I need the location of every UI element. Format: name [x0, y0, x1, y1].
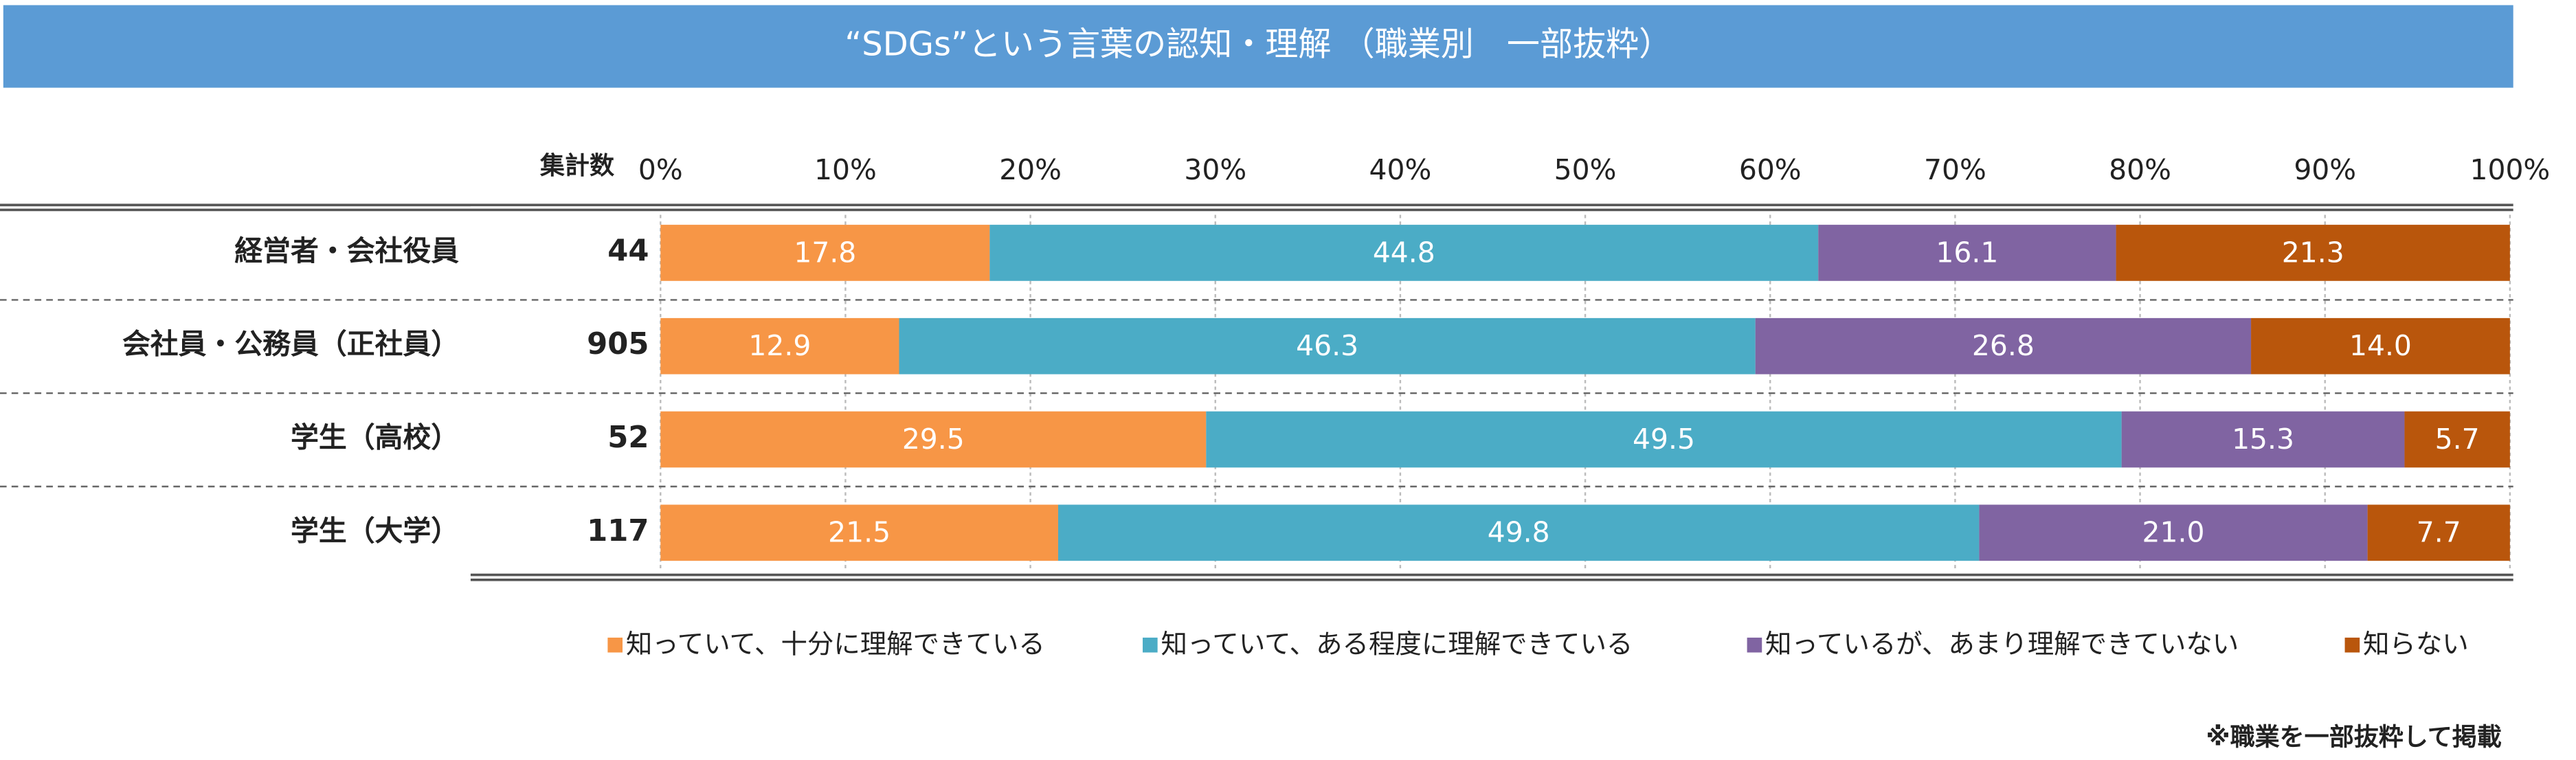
- count-header: 集計数: [539, 152, 615, 180]
- bar-segment: [660, 504, 1058, 561]
- category-label: 学生（大学）: [291, 514, 459, 547]
- bar-segment: [1057, 504, 1980, 561]
- value-label: 17.8: [794, 236, 856, 269]
- legend-label: 知っていて、ある程度に理解できている: [1161, 629, 1633, 660]
- value-label: 46.3: [1296, 329, 1358, 362]
- bar-segment: [899, 317, 1756, 375]
- value-label: 21.3: [2282, 236, 2344, 269]
- count-label: 905: [587, 327, 649, 361]
- x-tick-label: 20%: [999, 153, 1062, 186]
- x-tick-label: 90%: [2294, 153, 2356, 186]
- chart-title: “SDGs”という言葉の認知・理解 （職業別 一部抜粋）: [844, 25, 1672, 64]
- x-tick-label: 10%: [814, 153, 877, 186]
- x-tick-label: 70%: [1924, 153, 1986, 186]
- bar-segment: [660, 317, 899, 375]
- bar-segment: [660, 411, 1207, 468]
- value-label: 49.5: [1633, 423, 1695, 456]
- x-tick-label: 40%: [1369, 153, 1432, 186]
- bar-segment: [660, 225, 990, 281]
- count-label: 44: [607, 234, 649, 268]
- legend-label: 知っていて、十分に理解できている: [626, 629, 1045, 660]
- legend-label: 知らない: [2363, 629, 2469, 660]
- bar-segment: [2367, 504, 2510, 561]
- count-label: 117: [587, 514, 649, 548]
- count-label: 52: [607, 421, 649, 455]
- value-label: 29.5: [902, 423, 965, 456]
- bar-segment: [989, 225, 1819, 281]
- x-tick-label: 60%: [1739, 153, 1802, 186]
- bar-segment: [1979, 504, 2368, 561]
- value-label: 14.0: [2349, 329, 2412, 362]
- category-label: 学生（高校）: [291, 421, 459, 454]
- bar-segment: [1755, 317, 2252, 375]
- bar-segment: [1206, 411, 2122, 468]
- note: ※職業を一部抜粋して掲載: [2206, 723, 2502, 751]
- bar-segment: [2404, 411, 2510, 468]
- legend-swatch: [2344, 637, 2360, 653]
- value-label: 21.0: [2142, 516, 2205, 549]
- legend-swatch: [607, 637, 623, 653]
- value-label: 49.8: [1488, 516, 1550, 549]
- value-label: 7.7: [2417, 516, 2461, 549]
- value-label: 44.8: [1373, 236, 1435, 269]
- legend-swatch: [1143, 637, 1158, 653]
- bar-segment: [1818, 225, 2116, 281]
- value-label: 16.1: [1936, 236, 1998, 269]
- value-label: 12.9: [748, 329, 811, 362]
- bar-segment: [2116, 225, 2510, 281]
- bar-segment: [2121, 411, 2405, 468]
- x-tick-label: 0%: [638, 153, 683, 186]
- x-tick-label: 50%: [1554, 153, 1617, 186]
- value-label: 21.5: [828, 516, 891, 549]
- value-label: 15.3: [2232, 423, 2294, 456]
- category-label: 会社員・公務員（正社員）: [122, 328, 459, 361]
- legend-label: 知っているが、あまり理解できていない: [1765, 629, 2239, 660]
- category-label: 経営者・会社役員: [234, 234, 459, 267]
- x-tick-label: 100%: [2469, 153, 2550, 186]
- x-tick-label: 80%: [2109, 153, 2171, 186]
- legend-swatch: [1747, 637, 1762, 653]
- value-label: 5.7: [2435, 423, 2480, 456]
- value-label: 26.8: [1972, 329, 2035, 362]
- bar-segment: [2251, 317, 2510, 375]
- x-tick-label: 30%: [1184, 153, 1246, 186]
- title-bar: [3, 5, 2513, 88]
